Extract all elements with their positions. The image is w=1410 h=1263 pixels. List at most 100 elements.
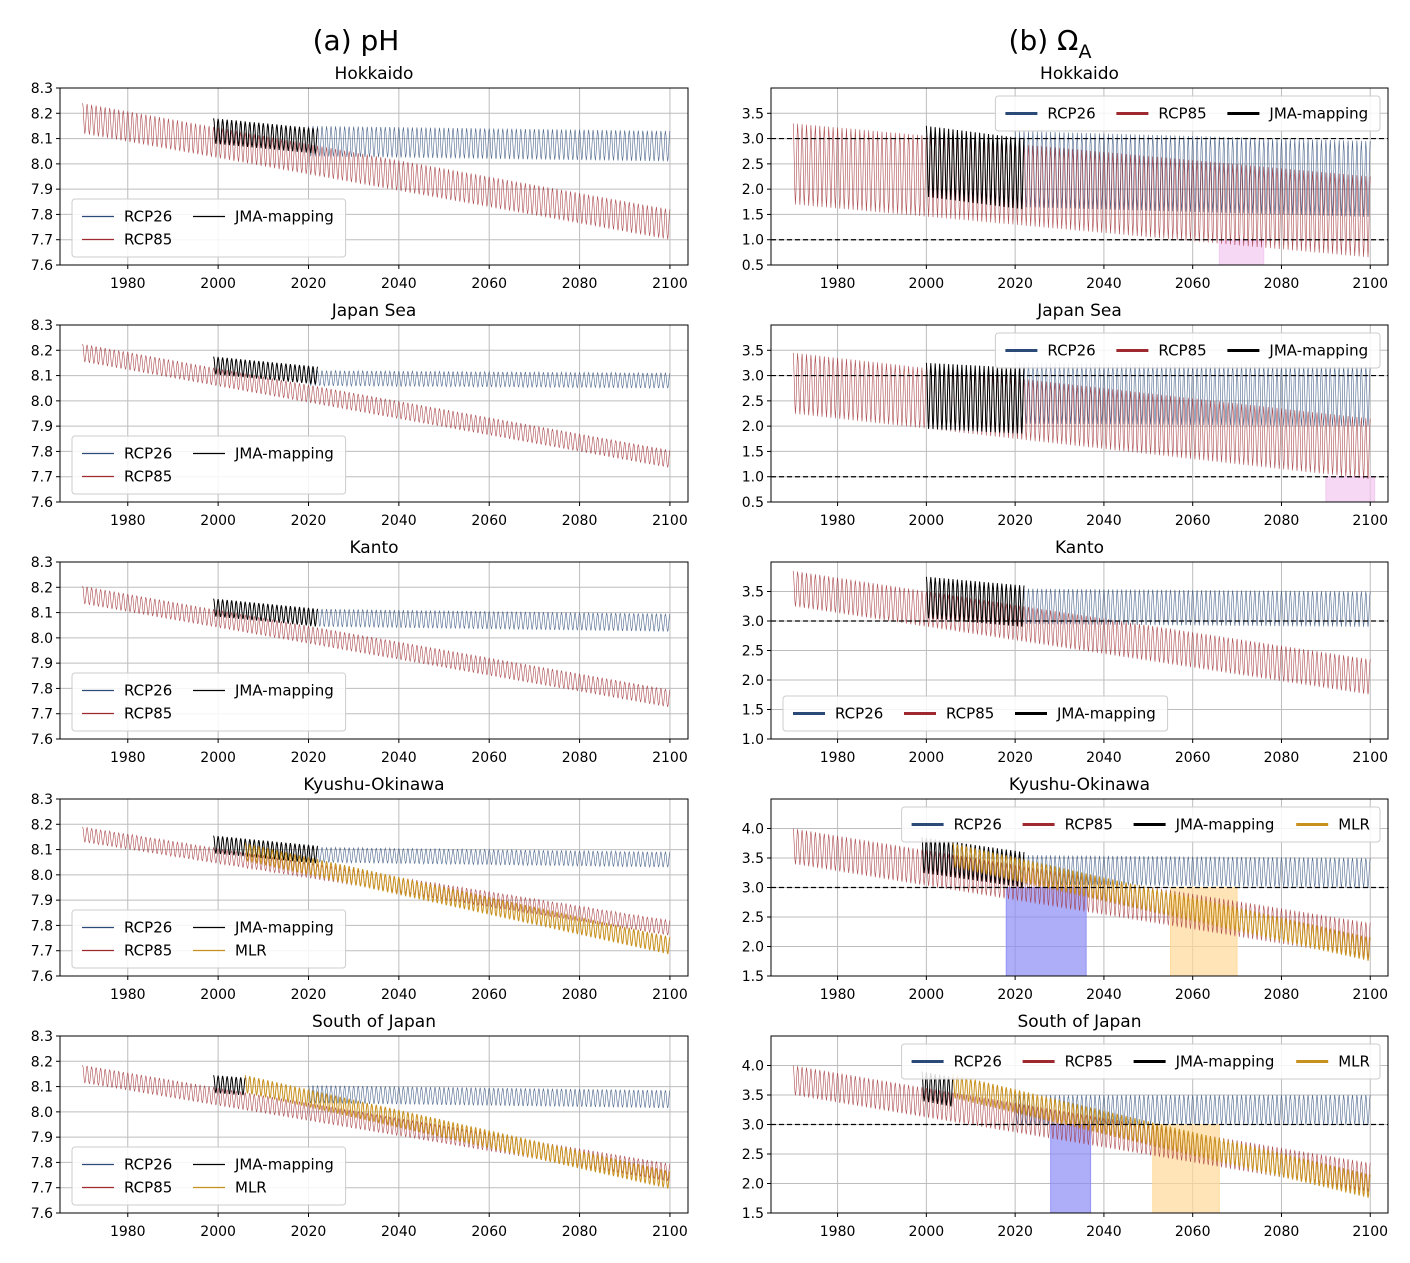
y-tick-label: 1.0 [742, 732, 764, 748]
panel-a-japan-sea-series [82, 343, 671, 468]
panel-b-kyushu-okinawa-legend: RCP26 RCP85 JMA-mapping MLR [901, 806, 1381, 843]
x-tick-label: 2000 [200, 750, 236, 766]
panel-a-japan-sea: 1980 2000 2020 2040 2060 2080 2100 7.6 7.7 7.8 7.9… [31, 301, 689, 529]
y-tick-label: 0.5 [742, 495, 764, 511]
legend-label-rcp85: RCP85 [124, 231, 172, 249]
y-tick-label: 7.8 [31, 207, 53, 223]
legend-label-jma-mapping: JMA-mapping [1175, 1053, 1275, 1071]
x-tick-label: 1980 [820, 1224, 856, 1240]
series-line-jma-mapping [213, 118, 318, 154]
x-tick-label: 2020 [997, 1224, 1033, 1240]
y-tick-label: 2.0 [742, 419, 764, 435]
legend-label-jma-mapping: JMA-mapping [234, 208, 334, 226]
legend-label-jma-mapping: JMA-mapping [1268, 342, 1368, 360]
y-tick-label: 1.0 [742, 233, 764, 249]
panel-a-south-of-japan-legend-box [71, 1146, 347, 1206]
x-tick-label: 2060 [1175, 1224, 1211, 1240]
y-tick-label: 7.6 [31, 1206, 53, 1222]
x-tick-label: 2080 [1264, 513, 1300, 529]
x-tick-label: 2000 [909, 987, 945, 1003]
panel-a-hokkaido-series [82, 103, 671, 240]
y-tick-label: 0.5 [742, 258, 764, 274]
legend-label-rcp85: RCP85 [124, 705, 172, 723]
y-tick-label: 8.2 [31, 106, 53, 122]
panel-b-japan-sea-title: Japan Sea [1036, 301, 1122, 321]
y-tick-label: 3.5 [742, 343, 764, 359]
panel-a-kyushu-okinawa: 1980 2000 2020 2040 2060 2080 2100 7.6 7.7 7.8 7.9… [31, 775, 689, 1003]
x-tick-label: 2000 [909, 1224, 945, 1240]
legend-label-mlr: MLR [1338, 1053, 1370, 1071]
x-tick-label: 2020 [291, 276, 327, 292]
panel-a-kanto-legend-box [71, 672, 347, 732]
y-tick-label: 8.2 [31, 817, 53, 833]
y-tick-label: 1.5 [742, 969, 764, 985]
y-tick-label: 7.7 [31, 233, 53, 249]
x-tick-label: 2080 [1264, 750, 1300, 766]
x-tick-label: 2100 [1352, 987, 1388, 1003]
x-tick-label: 2080 [1264, 276, 1300, 292]
legend-label-rcp26: RCP26 [124, 445, 172, 463]
panels: 1980 2000 2020 2040 2060 2080 2100 7.6 7.7 7.8 7.9… [31, 64, 1389, 1240]
y-tick-label: 8.2 [31, 580, 53, 596]
series-line-rcp26 [1014, 588, 1371, 627]
x-tick-label: 2060 [471, 987, 507, 1003]
y-tick-label: 3.0 [742, 369, 764, 385]
x-tick-label: 2000 [909, 513, 945, 529]
panel-a-japan-sea-title: Japan Sea [331, 301, 417, 321]
y-tick-label: 3.0 [742, 132, 764, 148]
y-tick-label: 7.8 [31, 444, 53, 460]
panel-a-japan-sea-legend: RCP26 JMA-mapping RCP85 [71, 435, 347, 495]
x-tick-label: 2040 [1086, 1224, 1122, 1240]
y-tick-label: 3.0 [742, 881, 764, 897]
series-line-mlr [244, 843, 671, 955]
legend-label-mlr: MLR [235, 1179, 267, 1197]
y-tick-label: 8.1 [31, 843, 53, 859]
panel-b-japan-sea-frame [770, 324, 1389, 503]
panel-b-south-of-japan-title: South of Japan [1017, 1012, 1141, 1032]
x-tick-label: 2000 [200, 276, 236, 292]
panel-a-south-of-japan-legend: RCP26 JMA-mapping RCP85 MLR [71, 1146, 347, 1206]
y-tick-label: 7.9 [31, 893, 53, 909]
column-a-title: (a) pH [313, 24, 400, 57]
x-tick-label: 1980 [110, 276, 146, 292]
series-line-rcp26 [308, 845, 671, 869]
y-tick-label: 2.0 [742, 182, 764, 198]
y-tick-label: 7.9 [31, 1130, 53, 1146]
series-line-jma-mapping [925, 362, 1025, 434]
x-tick-label: 2080 [1264, 1224, 1300, 1240]
legend-label-rcp85: RCP85 [1158, 342, 1206, 360]
column-b-title-main: (b) Ω [1009, 24, 1079, 57]
x-tick-label: 1980 [820, 276, 856, 292]
legend-label-rcp85: RCP85 [1065, 1053, 1113, 1071]
x-tick-label: 2000 [200, 1224, 236, 1240]
x-tick-label: 2080 [562, 1224, 598, 1240]
series-line-rcp85 [82, 103, 671, 240]
x-tick-label: 2000 [909, 276, 945, 292]
y-tick-label: 8.1 [31, 369, 53, 385]
legend-label-rcp26: RCP26 [954, 816, 1002, 834]
panel-b-japan-sea-series [792, 352, 1371, 480]
panel-a-kanto-legend: RCP26 JMA-mapping RCP85 [71, 672, 347, 732]
y-tick-label: 7.7 [31, 944, 53, 960]
panel-a-japan-sea-legend-box [71, 435, 347, 495]
x-tick-label: 2040 [381, 276, 417, 292]
panel-b-kyushu-okinawa-span-orange_span [1169, 887, 1238, 977]
panel-a-hokkaido-title: Hokkaido [335, 64, 414, 84]
series-line-jma-mapping [921, 1071, 954, 1107]
panel-a-kanto-series [82, 585, 671, 708]
panel-a-kanto: 1980 2000 2020 2040 2060 2080 2100 7.6 7.7 7.8 7.9… [31, 538, 689, 766]
x-tick-label: 2080 [562, 987, 598, 1003]
panel-a-kyushu-okinawa-legend-box [71, 909, 347, 969]
y-tick-label: 2.5 [742, 394, 764, 410]
legend-label-rcp26: RCP26 [124, 1156, 172, 1174]
y-tick-label: 7.8 [31, 1155, 53, 1171]
x-tick-label: 2040 [1086, 513, 1122, 529]
series-line-mlr [952, 1074, 1371, 1198]
panel-b-kanto: 1980 2000 2020 2040 2060 2080 2100 1.0 1.5 2.0 2.5… [742, 538, 1389, 766]
x-tick-label: 1980 [110, 513, 146, 529]
legend-label-rcp26: RCP26 [124, 919, 172, 937]
y-tick-label: 8.3 [31, 555, 53, 571]
y-tick-label: 3.5 [742, 106, 764, 122]
x-tick-label: 1980 [110, 750, 146, 766]
panel-b-kyushu-okinawa-span-blue_span [1005, 887, 1087, 977]
